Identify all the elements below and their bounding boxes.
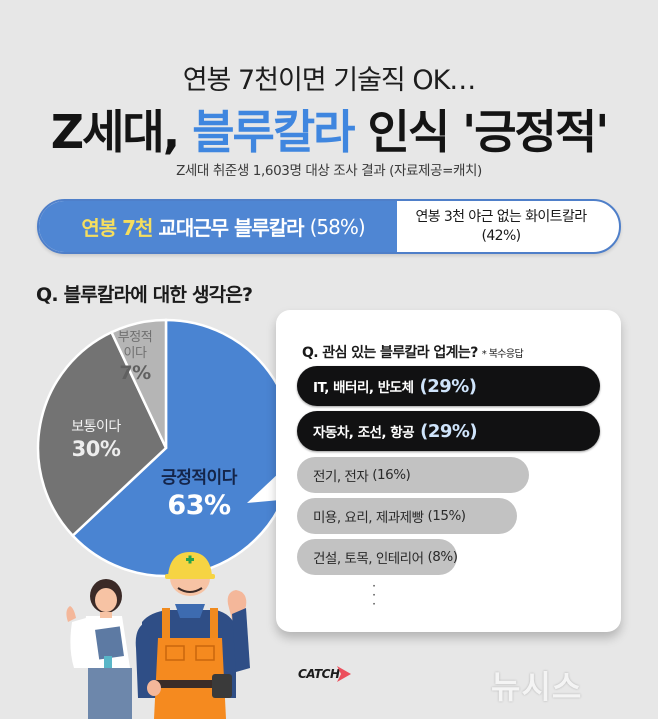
pie-question: Q. 블루칼라에 대한 생각은?	[36, 284, 253, 306]
industry-bar-pct: (15%)	[427, 508, 467, 524]
comparison-whitecollar: 연봉 3천 야근 없는 화이트칼라 (42%)	[397, 201, 619, 252]
industry-bar-3: 전기, 전자 (16%)	[297, 457, 529, 493]
title-part2: 인식 '긍정적'	[353, 105, 609, 159]
pie-label-neutral: 보통이다 30%	[56, 418, 136, 462]
card-speech-tail	[247, 472, 280, 503]
multiple-answer-note: * 복수응답	[481, 349, 524, 360]
comparison-bluecollar: 연봉 7천 교대근무 블루칼라 (58%)	[39, 201, 397, 252]
comparison-right-label: 연봉 3천 야근 없는 화이트칼라	[415, 208, 587, 225]
industry-bar-4: 미용, 요리, 제과제빵 (15%)	[297, 498, 517, 534]
industry-bar-label: 전기, 전자	[313, 469, 369, 485]
comparison-right-pct: (42%)	[481, 227, 521, 244]
industry-bar-label: IT, 배터리, 반도체	[313, 380, 414, 396]
comparison-left-pct: (58%)	[309, 214, 366, 239]
catch-logo: CATCH	[298, 666, 352, 682]
pie-label-positive: 긍정적이다 63%	[158, 467, 240, 523]
industry-bar-label: 자동차, 조선, 항공	[313, 425, 415, 441]
pie-chart	[36, 318, 280, 578]
kicker-headline: 연봉 7천이면 기술직 OK…	[182, 65, 477, 96]
catch-logo-text: CATCH	[298, 667, 340, 681]
pie-label-negative-line2: 이다	[123, 346, 147, 361]
pie-label-negative-line1: 부정적	[117, 330, 153, 345]
pie-slice-positive	[70, 318, 280, 578]
industry-bar-label: 건설, 토목, 인테리어	[313, 551, 424, 567]
pie-label-neutral-pct: 30%	[71, 437, 121, 461]
pie-label-negative: 부정적 이다 7%	[112, 330, 158, 384]
industry-bar-pct: (29%)	[419, 375, 477, 397]
industry-question: Q. 관심 있는 블루칼라 업계는? * 복수응답	[302, 342, 524, 362]
pie-label-negative-pct: 7%	[119, 362, 151, 384]
catch-arrow-icon	[337, 666, 352, 682]
source-caption: Z세대 취준생 1,603명 대상 조사 결과 (자료제공=캐치)	[176, 163, 482, 179]
pie-label-positive-pct: 63%	[167, 490, 231, 521]
industry-bar-pct: (16%)	[372, 467, 411, 483]
pie-slice-negative	[109, 318, 168, 449]
industry-card: Q. 관심 있는 블루칼라 업계는? * 복수응답 IT, 배터리, 반도체 (29…	[276, 310, 621, 632]
pie-slice-neutral	[36, 330, 168, 538]
industry-bar-pct: (29%)	[420, 420, 478, 442]
comparison-left-label: 교대근무 블루칼라	[158, 216, 304, 240]
pie-label-neutral-text: 보통이다	[71, 419, 121, 435]
industry-bar-5: 건설, 토목, 인테리어 (8%)	[297, 539, 458, 575]
workers-illustration	[66, 552, 250, 719]
industry-bar-1: IT, 배터리, 반도체 (29%)	[297, 366, 600, 406]
comparison-bar: 연봉 7천 교대근무 블루칼라 (58%) 연봉 3천 야근 없는 화이트칼라 …	[37, 199, 621, 254]
title-highlight: 블루칼라	[192, 105, 355, 159]
office-worker-icon	[66, 579, 132, 719]
title-part1: Z세대,	[50, 105, 193, 159]
main-title: Z세대, 블루칼라 인식 '긍정적'	[0, 96, 658, 162]
industry-bar-pct: (8%)	[427, 549, 458, 565]
comparison-left-highlight: 연봉 7천	[81, 216, 153, 240]
construction-worker-icon	[135, 552, 250, 719]
industry-question-text: Q. 관심 있는 블루칼라 업계는?	[302, 345, 478, 361]
industry-bar-label: 미용, 요리, 제과제빵	[313, 510, 424, 526]
pie-label-positive-text: 긍정적이다	[161, 468, 237, 488]
industry-bar-2: 자동차, 조선, 항공 (29%)	[297, 411, 600, 451]
newsis-watermark: 뉴시스	[491, 668, 583, 706]
more-items-ellipsis: · · ·	[372, 579, 376, 611]
